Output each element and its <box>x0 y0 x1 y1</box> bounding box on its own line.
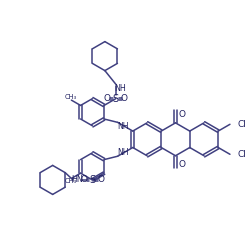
Text: O: O <box>179 110 186 119</box>
Text: Cl: Cl <box>238 120 246 129</box>
Text: O: O <box>97 175 105 184</box>
Text: O: O <box>80 175 87 184</box>
Text: O: O <box>179 160 186 169</box>
Text: CH₃: CH₃ <box>64 94 77 100</box>
Text: S: S <box>89 175 95 185</box>
Text: CH₃: CH₃ <box>64 178 77 184</box>
Text: HN: HN <box>71 175 83 184</box>
Text: Cl: Cl <box>238 150 246 159</box>
Text: O: O <box>104 94 110 103</box>
Text: NH: NH <box>117 122 128 131</box>
Text: S: S <box>113 94 119 104</box>
Text: NH: NH <box>117 148 128 157</box>
Text: NH: NH <box>115 85 126 94</box>
Text: O: O <box>121 94 128 103</box>
